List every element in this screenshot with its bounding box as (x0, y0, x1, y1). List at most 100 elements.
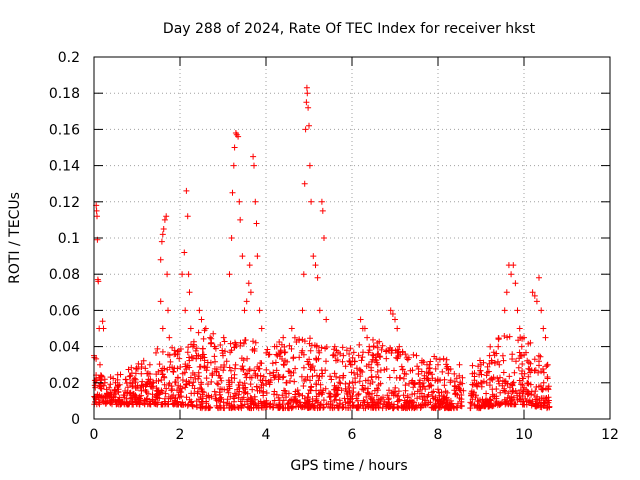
data-point (221, 386, 228, 393)
data-point (155, 388, 162, 395)
data-point (390, 389, 397, 396)
data-point (472, 394, 479, 401)
data-point (291, 396, 298, 403)
data-point (146, 378, 152, 385)
data-point (521, 370, 528, 377)
data-point (256, 307, 263, 314)
data-point (232, 341, 239, 348)
data-point (308, 198, 315, 205)
data-point (240, 340, 247, 347)
x-tick-labels: 0 2 4 6 8 10 12 (90, 427, 619, 443)
data-point (493, 395, 500, 402)
data-point (469, 370, 476, 377)
data-point (225, 381, 232, 388)
data-point (182, 363, 189, 370)
data-point (135, 399, 142, 405)
data-point (525, 399, 532, 406)
data-point (127, 395, 134, 402)
data-point (221, 338, 228, 345)
data-point (367, 395, 374, 402)
data-point (281, 349, 288, 356)
data-point (429, 371, 435, 378)
data-point (517, 352, 524, 359)
data-point (182, 401, 189, 408)
data-point (346, 351, 353, 357)
data-point (539, 386, 546, 393)
data-point (345, 400, 351, 407)
data-point (214, 380, 221, 387)
data-point (147, 401, 154, 408)
data-point (384, 392, 391, 399)
data-point (183, 187, 190, 194)
data-point (253, 220, 260, 227)
data-point (374, 368, 381, 375)
data-point (304, 90, 311, 97)
data-point (301, 180, 308, 187)
data-point (394, 404, 401, 410)
data-point (101, 376, 108, 383)
data-point (253, 383, 260, 390)
data-point (480, 378, 487, 385)
data-point (355, 390, 362, 397)
data-point (199, 403, 206, 410)
data-point (299, 347, 306, 354)
data-point (435, 404, 442, 411)
y-tick-label: 0.16 (49, 122, 80, 138)
data-point (277, 348, 284, 355)
data-point (260, 373, 267, 380)
data-point (514, 307, 521, 314)
data-point (159, 231, 166, 238)
data-point (511, 401, 518, 408)
data-point (302, 126, 309, 133)
data-point (402, 387, 409, 394)
data-point (266, 351, 273, 358)
data-point (166, 352, 173, 359)
data-point (125, 366, 132, 373)
data-point (119, 399, 126, 406)
data-point (226, 364, 233, 371)
data-point (200, 351, 207, 358)
data-point (290, 369, 297, 376)
data-point (110, 394, 117, 401)
data-point (263, 401, 270, 408)
data-point (405, 354, 412, 361)
data-point (287, 378, 293, 384)
data-point (179, 271, 186, 278)
data-point (374, 385, 380, 392)
data-point (538, 307, 545, 314)
data-point (536, 383, 542, 390)
data-point (427, 358, 434, 365)
data-point (271, 343, 278, 350)
data-point (228, 235, 235, 241)
y-tick-label: 0.14 (49, 159, 80, 175)
data-point (439, 368, 446, 375)
x-axis-label: GPS time / hours (290, 458, 407, 474)
data-point (363, 394, 370, 400)
data-point (414, 395, 421, 402)
data-point (395, 388, 402, 395)
data-point (521, 384, 528, 391)
data-point (236, 388, 243, 395)
data-point (254, 372, 261, 379)
data-point (257, 377, 264, 384)
data-point (486, 360, 493, 367)
data-point (179, 385, 185, 392)
data-point (316, 307, 323, 314)
data-point (398, 363, 405, 370)
data-point (199, 345, 206, 352)
data-point (192, 347, 199, 354)
data-point (296, 337, 303, 344)
data-point (144, 395, 151, 402)
data-point (354, 397, 361, 404)
data-point (498, 400, 505, 407)
data-point (359, 354, 366, 361)
data-point (251, 393, 258, 400)
data-point (244, 355, 251, 362)
data-point (181, 249, 188, 256)
data-point (164, 366, 171, 373)
data-point (435, 386, 441, 393)
data-point (343, 347, 350, 354)
data-point (347, 345, 354, 352)
data-point (299, 392, 306, 399)
data-point (316, 405, 323, 411)
